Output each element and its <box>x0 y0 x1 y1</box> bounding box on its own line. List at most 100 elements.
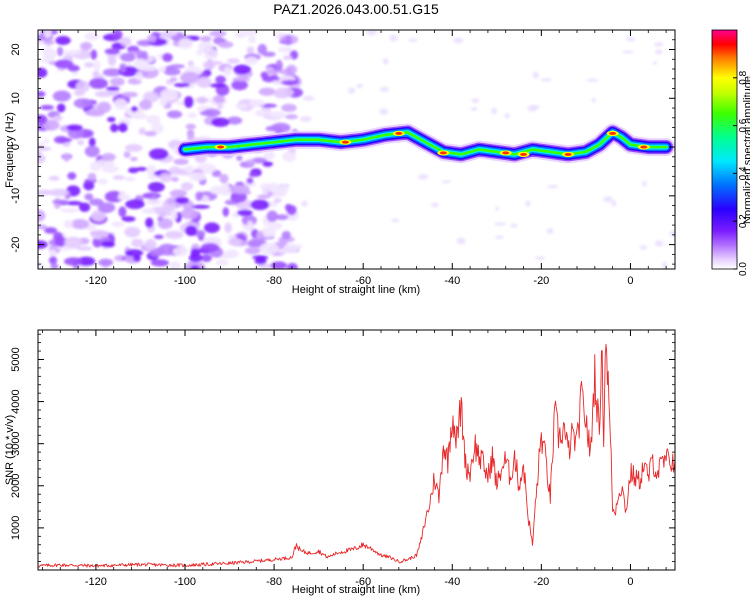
noise-blob <box>547 184 559 189</box>
noise-blob <box>232 77 251 82</box>
noise-blob <box>188 253 203 263</box>
noise-blob <box>170 209 178 221</box>
snr-line-layer <box>38 343 675 568</box>
noise-blob <box>157 243 178 256</box>
noise-blob <box>246 177 254 184</box>
noise-blob <box>105 86 120 91</box>
figure-title: PAZ1.2026.043.00.51.G15 <box>273 1 439 17</box>
noise-blob <box>195 97 209 104</box>
noise-blob <box>97 178 109 185</box>
snr-x-tick-label: 0 <box>627 576 633 588</box>
noise-blob <box>241 214 257 226</box>
noise-blob <box>494 222 507 226</box>
noise-blob <box>254 109 272 117</box>
noise-blob <box>200 254 212 262</box>
noise-blob <box>245 159 256 166</box>
noise-blob <box>204 48 219 61</box>
noise-blob <box>301 200 308 207</box>
ridge-hotspot-core <box>564 152 572 156</box>
noise-blob <box>48 249 57 257</box>
ridge-band <box>183 131 668 156</box>
noise-blob <box>236 209 253 217</box>
noise-blob <box>135 71 143 82</box>
noise-blob <box>379 108 389 115</box>
noise-blob <box>56 46 64 57</box>
noise-blob <box>124 176 136 182</box>
noise-blob <box>195 191 203 201</box>
noise-blob <box>280 184 289 194</box>
noise-blob <box>144 238 157 251</box>
ridge-hotspot-core <box>341 140 349 144</box>
noise-blob <box>268 111 286 120</box>
noise-blob <box>534 256 545 260</box>
noise-blob <box>179 208 199 220</box>
noise-blob <box>243 181 257 188</box>
noise-blob <box>151 122 164 134</box>
noise-blob <box>100 240 116 248</box>
noise-blob <box>53 115 63 122</box>
noise-blob <box>230 192 247 203</box>
noise-blob <box>38 209 46 222</box>
snr-series-line <box>38 343 675 568</box>
noise-blob <box>256 194 271 199</box>
noise-blob <box>246 220 254 231</box>
noise-blob <box>43 30 52 39</box>
noise-blob <box>52 90 71 102</box>
noise-blob <box>131 238 144 248</box>
noise-blob <box>119 36 132 47</box>
noise-blob <box>199 110 215 116</box>
noise-blob <box>101 165 120 174</box>
snr-y-axis: 1000 2000 3000 4000 5000 <box>10 333 675 571</box>
snr-x-tick-label: -80 <box>266 576 282 588</box>
noise-blob <box>197 41 214 52</box>
noise-blob <box>180 71 200 84</box>
noise-blob <box>622 50 634 54</box>
noise-blob <box>162 53 173 62</box>
noise-blob <box>159 172 173 183</box>
noise-blob <box>532 71 539 79</box>
noise-blob <box>145 199 163 205</box>
noise-blob <box>172 246 189 257</box>
snr-x-label: Height of straight line (km) <box>292 584 420 596</box>
noise-blob <box>283 55 293 61</box>
noise-blob <box>223 66 232 77</box>
noise-blob <box>231 79 248 91</box>
noise-blob <box>125 199 145 210</box>
noise-blob <box>366 30 378 36</box>
noise-blob <box>281 79 299 86</box>
noise-blob <box>302 95 315 102</box>
noise-blob <box>431 202 439 208</box>
spectrogram-frame <box>37 29 676 270</box>
noise-blob <box>379 86 390 92</box>
noise-blob <box>275 59 283 72</box>
noise-blob <box>66 201 83 206</box>
noise-blob <box>123 151 131 159</box>
spectrogram-x-tick-label: -60 <box>355 275 371 287</box>
noise-blob <box>102 68 123 77</box>
noise-blob <box>286 262 298 269</box>
noise-blob <box>77 256 96 267</box>
noise-blob <box>48 256 58 265</box>
noise-blob <box>282 151 296 162</box>
noise-blob <box>235 103 249 109</box>
noise-blob <box>41 47 52 53</box>
noise-blob <box>49 188 69 197</box>
noise-blob <box>190 265 200 269</box>
snr-y-tick-label: 4000 <box>10 389 22 413</box>
noise-blob <box>218 41 234 49</box>
noise-blob <box>261 186 268 198</box>
noise-blob <box>269 222 283 230</box>
noise-blob <box>66 124 83 131</box>
noise-blob <box>260 71 269 79</box>
noise-blob <box>300 115 312 123</box>
noise-blob <box>130 156 138 162</box>
noise-blob <box>655 49 663 55</box>
noise-blob <box>495 206 500 211</box>
noise-blob <box>112 30 123 40</box>
ridge-hotspot-core <box>217 145 225 149</box>
noise-blob <box>145 217 154 228</box>
ridge-hotspot-core <box>502 151 510 155</box>
snr-y-tick-label: 2000 <box>10 474 22 498</box>
